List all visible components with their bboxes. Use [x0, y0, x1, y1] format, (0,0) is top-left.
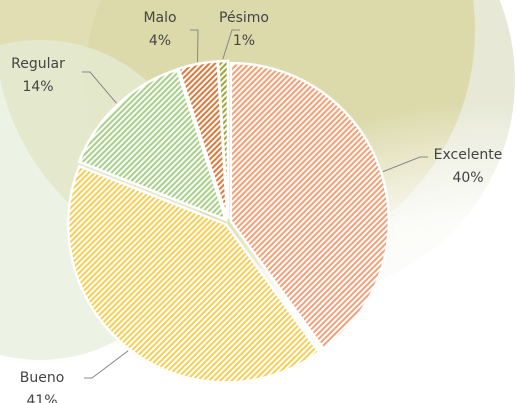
pie-slice — [229, 61, 391, 351]
slice-label: Bueno — [20, 370, 65, 386]
value-label: 40% — [452, 170, 483, 186]
slice-label: Excelente — [434, 147, 503, 163]
slice-label: Malo — [143, 10, 176, 26]
value-label: 14% — [22, 79, 53, 95]
leader-line — [84, 350, 129, 379]
leader-line — [222, 29, 240, 60]
value-label: 1% — [233, 33, 255, 49]
pie-slice — [66, 164, 321, 384]
leader-line — [190, 29, 199, 62]
value-label: 41% — [26, 393, 57, 403]
pie-slice — [216, 59, 230, 220]
value-label: 4% — [149, 33, 171, 49]
leader-line — [382, 156, 428, 173]
slice-label: Regular — [11, 56, 65, 72]
leader-line — [82, 71, 117, 104]
pie-slice — [77, 67, 228, 222]
slice-label: Pésimo — [219, 10, 269, 26]
